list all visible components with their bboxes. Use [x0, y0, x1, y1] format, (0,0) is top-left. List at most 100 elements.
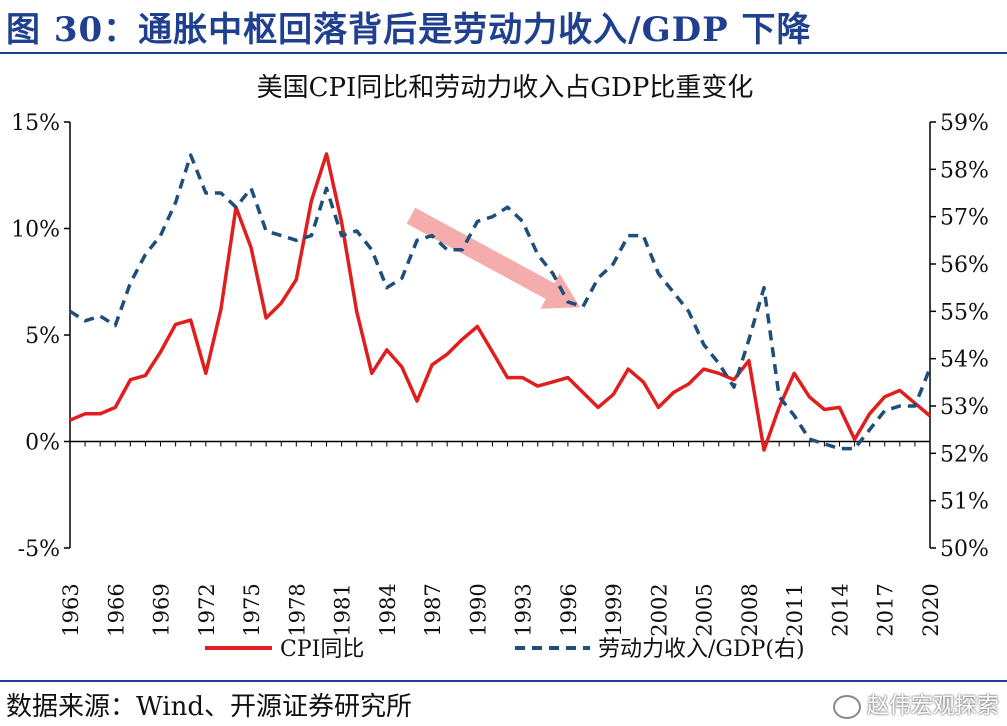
cpi-point	[656, 405, 660, 409]
labor-share-point	[370, 248, 374, 252]
cpi-point	[279, 301, 283, 305]
cpi-point	[113, 405, 117, 409]
top-rule	[0, 52, 1007, 54]
cpi-point	[264, 316, 268, 320]
labor-share-point	[687, 309, 691, 313]
labor-share-point	[536, 253, 540, 257]
cpi-point	[702, 367, 706, 371]
labor-share-point	[83, 319, 87, 323]
left-tick-label: 15%	[11, 111, 60, 136]
labor-share-point	[656, 272, 660, 276]
labor-share-point	[611, 262, 615, 266]
cpi-point	[898, 388, 902, 392]
labor-share-point	[294, 238, 298, 242]
cpi-point	[566, 376, 570, 380]
cpi-point	[294, 278, 298, 282]
x-tick-label: 1963	[59, 583, 83, 636]
cpi-point	[928, 414, 932, 418]
labor-share-point	[838, 447, 842, 451]
cpi-point	[807, 395, 811, 399]
x-tick-label: 1972	[195, 583, 219, 636]
cpi-point	[581, 391, 585, 395]
right-tick-label: 54%	[940, 348, 989, 373]
cpi-point	[883, 395, 887, 399]
x-tick-label: 1975	[240, 583, 264, 636]
bottom-rule	[0, 680, 1007, 682]
labor-share-point	[143, 253, 147, 257]
cpi-point	[777, 405, 781, 409]
cpi-point	[143, 374, 147, 378]
cpi-point	[838, 405, 842, 409]
labor-share-point	[174, 201, 178, 205]
cpi-point	[596, 405, 600, 409]
axes: -5% 0% 5% 10% 15% 50% 51% 52% 53% 54% 55% 56% 57% 58%…	[11, 111, 989, 637]
x-tick-label: 1966	[104, 583, 128, 636]
cpi-point	[792, 371, 796, 375]
cpi-point	[219, 307, 223, 311]
cpi-point	[68, 418, 72, 422]
right-tick-label: 51%	[940, 490, 989, 515]
cpi-point	[853, 437, 857, 441]
cpi-point	[400, 365, 404, 369]
cpi-point	[822, 408, 826, 412]
x-tick-label: 1999	[602, 583, 626, 636]
x-tick-label: 2020	[919, 583, 943, 636]
watermark: 赵伟宏观探索	[832, 688, 999, 720]
cpi-point	[98, 412, 102, 416]
cpi-point	[762, 448, 766, 452]
labor-share-point	[68, 309, 72, 313]
cpi-point	[626, 367, 630, 371]
labor-share-point	[883, 409, 887, 413]
cpi-point	[204, 371, 208, 375]
labor-share-point	[234, 205, 238, 209]
x-tick-label: 1984	[376, 583, 400, 636]
cpi-point	[128, 378, 132, 382]
cpi-point	[325, 152, 329, 156]
labor-share-point	[279, 234, 283, 238]
labor-share-point	[113, 324, 117, 328]
right-tick-label: 56%	[940, 253, 989, 278]
cpi-point	[732, 378, 736, 382]
right-tick-label: 50%	[940, 537, 989, 562]
right-tick-label: 53%	[940, 395, 989, 420]
labor-share-point	[702, 343, 706, 347]
labor-share-point	[868, 428, 872, 432]
x-tick-label: 1969	[150, 583, 174, 636]
labor-share-point	[204, 191, 208, 195]
x-tick-label: 2005	[693, 583, 717, 636]
x-tick-label: 1993	[512, 583, 536, 636]
cpi-point	[868, 412, 872, 416]
cpi-point	[189, 318, 193, 322]
cpi-point	[430, 363, 434, 367]
labor-share-point	[340, 234, 344, 238]
chart: 美国CPI同比和劳动力收入占GDP比重变化 -5% 0% 5% 10% 15% 50% 51…	[11, 73, 989, 662]
x-tick-label: 2017	[874, 583, 898, 636]
wechat-icon	[832, 695, 861, 719]
legend-cpi-label: CPI同比	[280, 637, 364, 662]
right-tick-label: 55%	[940, 300, 989, 325]
cpi-point	[747, 359, 751, 363]
labor-share-point	[400, 276, 404, 280]
cpi-point	[309, 199, 313, 203]
labor-share-point	[566, 300, 570, 304]
legend: CPI同比 劳动力收入/GDP(右)	[205, 637, 805, 662]
x-tick-label: 2002	[647, 583, 671, 636]
labor-share-point	[928, 366, 932, 370]
cpi-point	[611, 393, 615, 397]
x-tick-label: 1981	[331, 583, 355, 636]
labor-share-point	[128, 281, 132, 285]
labor-share-point	[853, 447, 857, 451]
cpi-point	[717, 371, 721, 375]
right-tick-label: 59%	[940, 111, 989, 136]
labor-share-point	[672, 290, 676, 294]
cpi-point	[491, 350, 495, 354]
trend-arrow-shape	[406, 207, 580, 309]
labor-share-point	[581, 305, 585, 309]
cpi-point	[551, 380, 555, 384]
left-tick-label: 10%	[11, 218, 60, 243]
cpi-point	[159, 350, 163, 354]
cpi-point	[445, 352, 449, 356]
labor-share-point	[309, 234, 313, 238]
source-note: 数据来源：Wind、开源证券研究所	[6, 692, 412, 722]
trend-arrow	[406, 207, 580, 309]
